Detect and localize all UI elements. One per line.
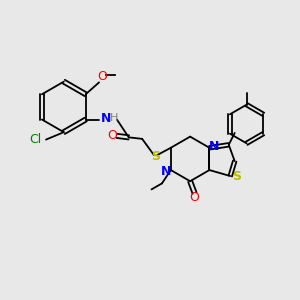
Text: H: H [110, 113, 118, 123]
Text: O: O [97, 70, 107, 83]
Text: Cl: Cl [29, 133, 42, 146]
Text: O: O [107, 129, 117, 142]
Text: S: S [232, 169, 241, 182]
Text: N: N [161, 165, 172, 178]
Text: N: N [101, 112, 112, 124]
Text: N: N [209, 140, 219, 153]
Text: O: O [190, 191, 200, 204]
Text: S: S [151, 150, 160, 163]
